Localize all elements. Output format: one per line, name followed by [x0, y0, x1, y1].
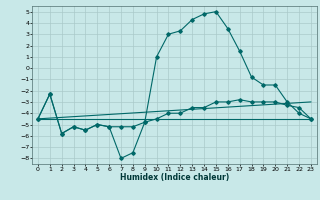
- X-axis label: Humidex (Indice chaleur): Humidex (Indice chaleur): [120, 173, 229, 182]
